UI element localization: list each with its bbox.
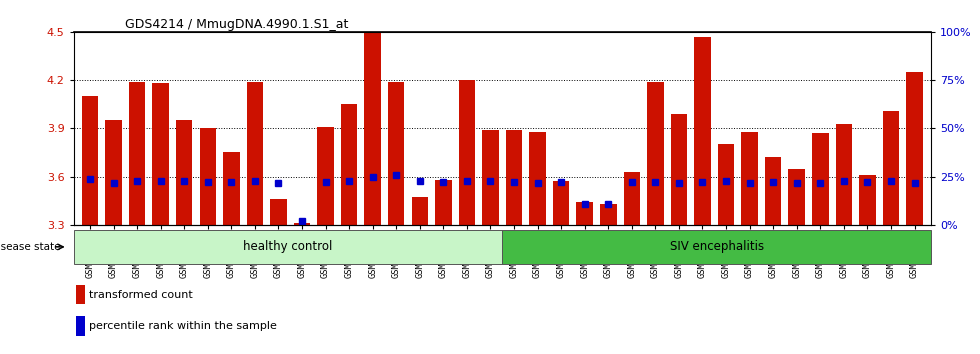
Bar xyxy=(76,316,84,336)
Text: percentile rank within the sample: percentile rank within the sample xyxy=(89,321,277,331)
Bar xyxy=(270,199,287,225)
Bar xyxy=(812,133,828,225)
Bar xyxy=(294,223,311,225)
Bar xyxy=(859,175,876,225)
Bar xyxy=(435,180,452,225)
Bar xyxy=(694,37,710,225)
Bar xyxy=(600,204,616,225)
Bar xyxy=(576,202,593,225)
Text: disease state: disease state xyxy=(0,242,61,252)
Bar xyxy=(388,82,405,225)
Bar xyxy=(623,172,640,225)
Bar xyxy=(247,82,264,225)
Bar xyxy=(836,124,852,225)
Bar xyxy=(200,128,216,225)
Bar xyxy=(906,72,923,225)
Bar xyxy=(128,82,145,225)
Bar xyxy=(459,80,475,225)
Bar xyxy=(553,181,569,225)
Bar xyxy=(717,144,734,225)
Text: healthy control: healthy control xyxy=(243,240,332,253)
Text: GDS4214 / MmugDNA.4990.1.S1_at: GDS4214 / MmugDNA.4990.1.S1_at xyxy=(124,18,348,31)
Bar xyxy=(647,82,663,225)
Bar xyxy=(765,157,781,225)
Bar xyxy=(502,230,931,264)
Bar xyxy=(176,120,192,225)
Bar xyxy=(482,130,499,225)
Bar xyxy=(670,114,687,225)
Bar xyxy=(81,96,98,225)
Bar xyxy=(529,132,546,225)
Bar xyxy=(365,34,381,225)
Bar xyxy=(341,104,358,225)
Text: SIV encephalitis: SIV encephalitis xyxy=(669,240,763,253)
Bar xyxy=(741,132,758,225)
Bar xyxy=(318,127,334,225)
Bar xyxy=(883,111,900,225)
Bar xyxy=(412,198,428,225)
Bar xyxy=(105,120,122,225)
Bar xyxy=(74,230,502,264)
Bar xyxy=(789,169,805,225)
Bar xyxy=(506,130,522,225)
Bar xyxy=(153,83,169,225)
Text: transformed count: transformed count xyxy=(89,290,193,299)
Bar xyxy=(223,153,239,225)
Bar xyxy=(76,285,84,304)
